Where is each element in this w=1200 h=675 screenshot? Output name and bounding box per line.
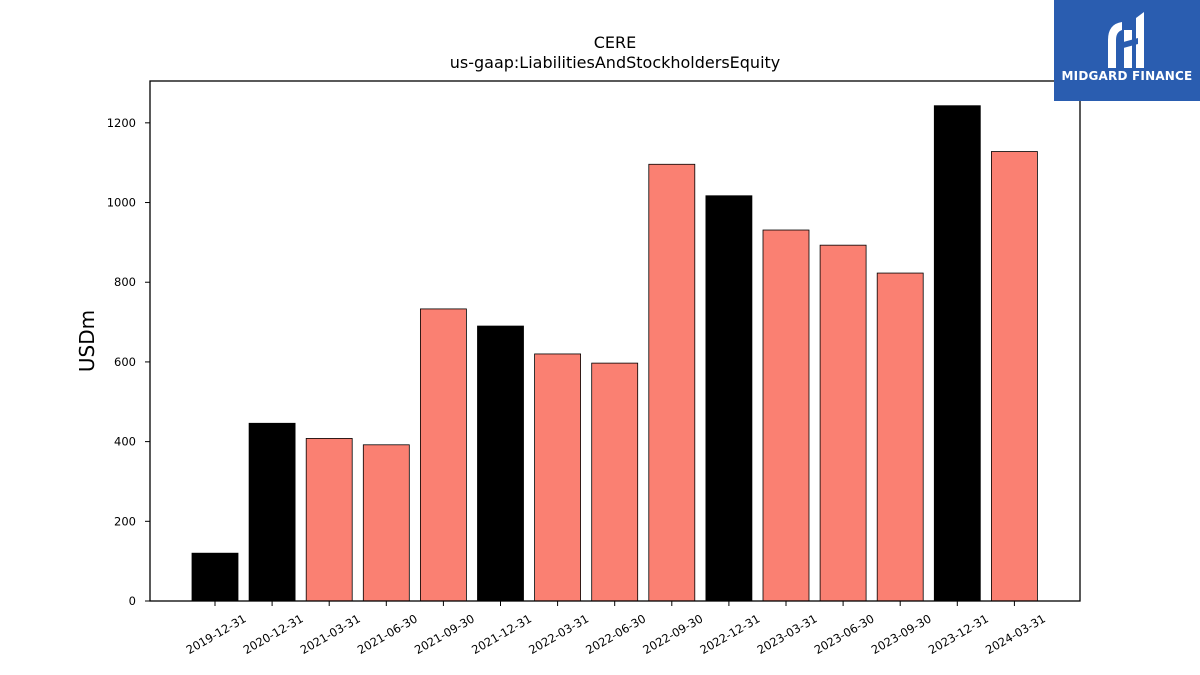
x-tick-label: 2023-09-30 (869, 611, 934, 657)
y-tick-label: 600 (114, 355, 136, 369)
x-tick-label: 2023-12-31 (926, 611, 991, 657)
x-tick-label: 2021-06-30 (355, 611, 420, 657)
y-tick-label: 200 (114, 514, 136, 528)
x-axis-ticks: 2019-12-312020-12-312021-03-312021-06-30… (184, 601, 1048, 657)
x-tick-label: 2021-03-31 (298, 611, 363, 657)
bar-2022-12-31 (705, 195, 753, 602)
logo-text: MIDGARD FINANCE (1061, 69, 1193, 83)
x-tick-label: 2021-12-31 (469, 611, 534, 657)
y-tick-label: 0 (129, 594, 136, 608)
x-tick-label: 2019-12-31 (184, 611, 249, 657)
x-tick-label: 2023-06-30 (812, 611, 877, 657)
y-tick-label: 1200 (107, 116, 136, 130)
bar-2023-09-30 (876, 272, 924, 602)
bar-2023-06-30 (819, 244, 867, 602)
bar-2022-03-31 (534, 353, 581, 602)
x-tick-label: 2022-06-30 (583, 611, 648, 657)
x-tick-label: 2020-12-31 (241, 611, 306, 657)
x-tick-label: 2023-03-31 (755, 611, 820, 657)
bar-2022-09-30 (648, 163, 696, 602)
chart-subtitle: us-gaap:LiabilitiesAndStockholdersEquity (450, 53, 781, 72)
bar-2021-06-30 (362, 444, 410, 602)
x-tick-label: 2022-03-31 (526, 611, 591, 657)
chart-title: CERE (594, 33, 637, 52)
plot-frame (149, 80, 1081, 602)
y-tick-label: 400 (114, 435, 136, 449)
y-axis-label: USDm (75, 310, 99, 372)
x-tick-label: 2024-03-31 (983, 611, 1048, 657)
bar-2021-12-31 (477, 325, 524, 602)
bar-2019-12-31 (191, 552, 239, 602)
y-axis-ticks: 0 200 400 600 800 1000 1200 (107, 116, 150, 608)
midgard-logo-icon (1108, 12, 1144, 68)
bar-2021-03-31 (305, 438, 353, 602)
y-tick-label: 800 (114, 275, 136, 289)
bar-2023-12-31 (933, 105, 981, 602)
x-tick-label: 2021-09-30 (412, 611, 477, 657)
bars-group (191, 105, 1038, 602)
bar-2022-06-30 (591, 362, 639, 602)
bar-2024-03-31 (991, 151, 1038, 602)
bar-2023-03-31 (762, 229, 810, 602)
midgard-finance-logo: MIDGARD FINANCE (1054, 0, 1200, 101)
x-tick-label: 2022-12-31 (698, 611, 763, 657)
x-tick-label: 2022-09-30 (640, 611, 705, 657)
bar-2021-09-30 (419, 308, 467, 602)
y-tick-label: 1000 (107, 196, 136, 210)
bar-2020-12-31 (248, 422, 296, 602)
